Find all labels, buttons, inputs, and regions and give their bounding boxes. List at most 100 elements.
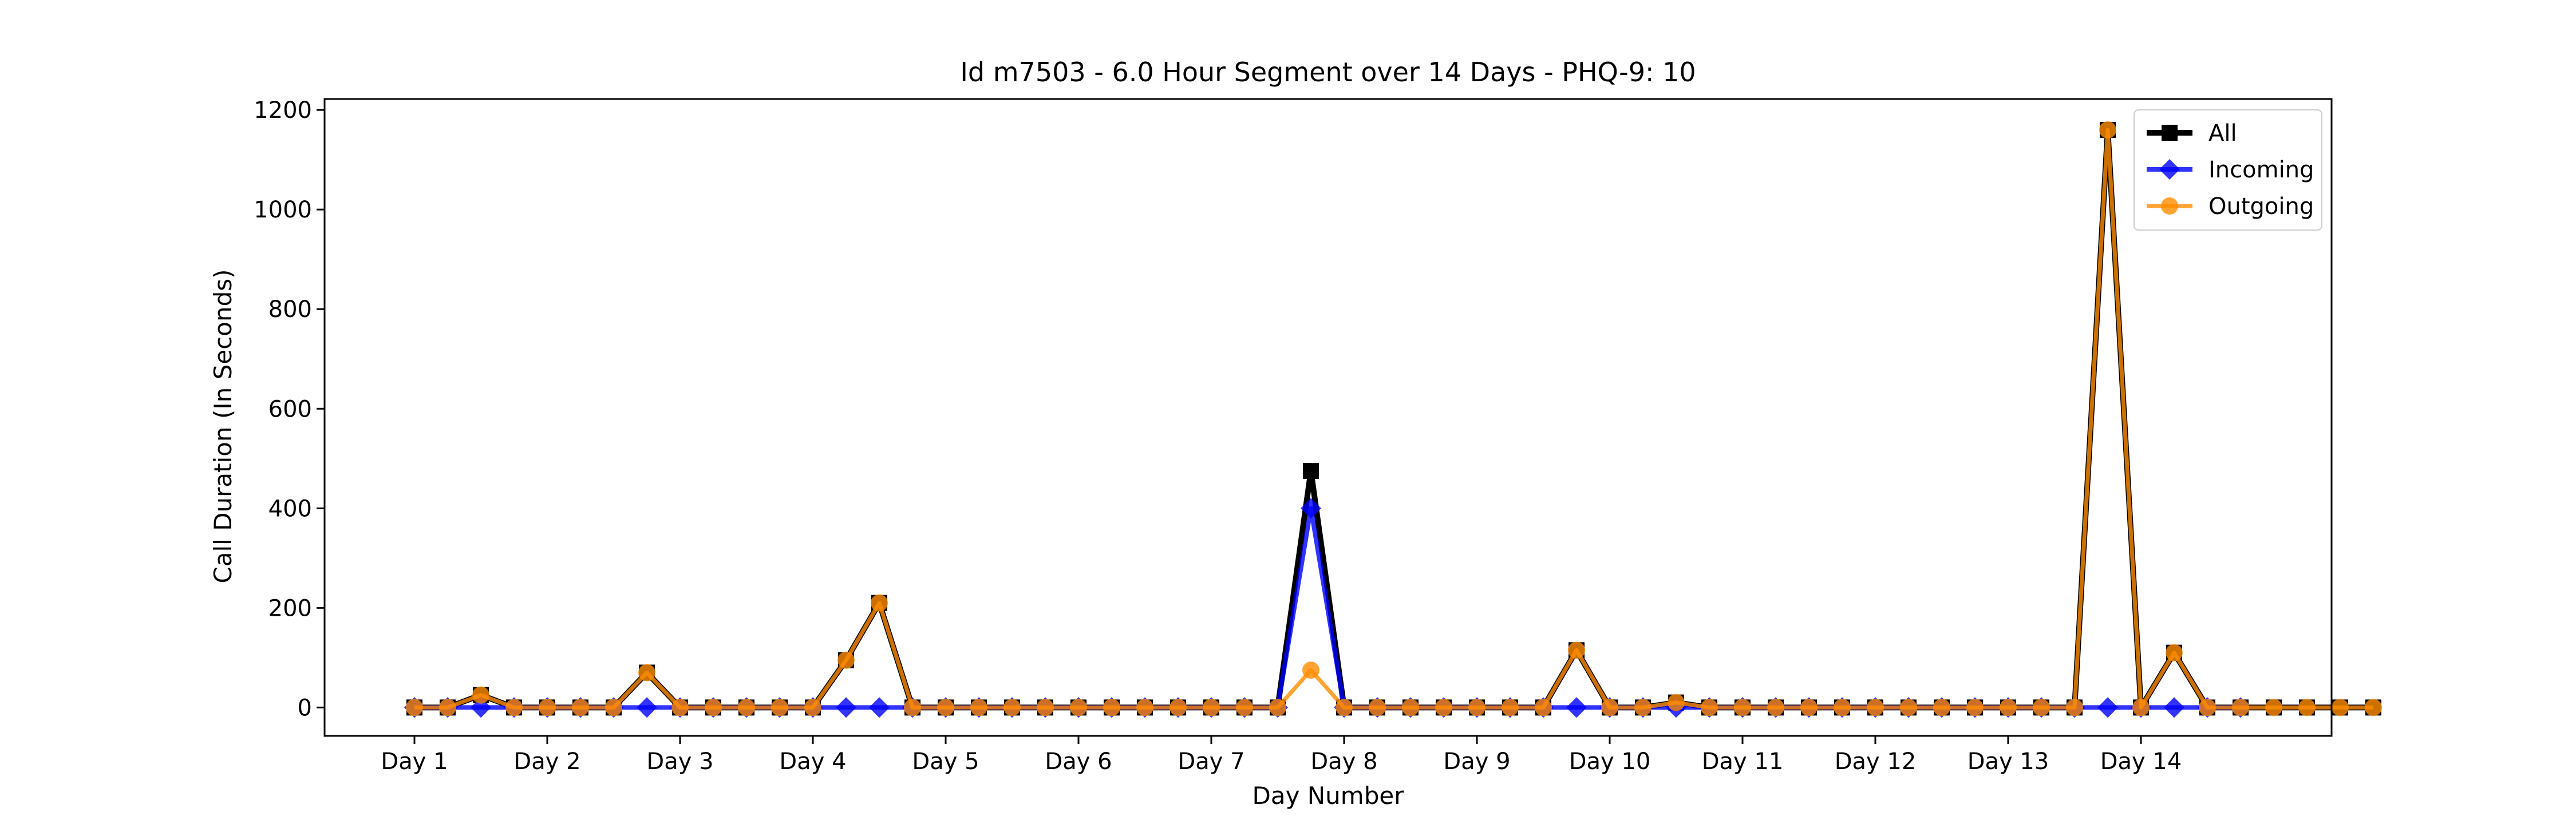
x-tick-label: Day 12 [1835,748,1917,775]
data-point-outgoing [539,699,556,716]
x-tick-label: Day 9 [1443,748,1510,775]
x-tick-label: Day 2 [513,748,580,775]
data-point-outgoing [1734,699,1751,716]
data-point-outgoing [1634,699,1652,716]
data-point-outgoing [406,699,423,716]
data-point-outgoing [472,686,489,704]
x-tick-label: Day 7 [1178,748,1244,775]
data-point-outgoing [605,699,622,716]
data-point-outgoing [1136,699,1153,716]
data-point-outgoing [2033,699,2050,716]
data-point-outgoing [2265,699,2282,716]
legend-marker-all [2162,125,2178,141]
data-point-outgoing [2365,699,2382,716]
y-tick-label: 0 [298,695,312,721]
plot-frame [323,98,2333,737]
x-tick-label: Day 8 [1310,748,1377,775]
x-tick-label: Day 1 [381,748,448,775]
x-axis-label: Day Number [1252,782,1404,810]
data-point-outgoing [2332,699,2349,716]
data-point-outgoing [970,699,987,716]
data-point-outgoing [505,699,523,716]
data-point-outgoing [1701,699,1718,716]
data-point-outgoing [2232,699,2249,716]
data-point-outgoing [904,699,921,716]
data-point-outgoing [2000,699,2017,716]
y-tick-label: 800 [268,296,312,323]
legend-marker-incoming [2159,159,2180,180]
data-point-outgoing [937,699,954,716]
y-tick-label: 1000 [254,197,312,223]
data-point-outgoing [2132,699,2150,716]
data-point-outgoing [1867,699,1884,716]
data-point-incoming [836,697,856,718]
data-point-outgoing [837,651,855,669]
data-point-incoming [1301,498,1321,519]
series-line-incoming [414,506,2241,710]
x-tick-label: Day 14 [2100,748,2182,775]
data-point-outgoing [1203,699,1220,716]
data-point-incoming [2164,697,2184,718]
data-point-outgoing [1435,699,1452,716]
data-point-outgoing [2166,644,2183,661]
data-point-outgoing [2199,699,2216,716]
data-point-outgoing [771,699,788,716]
data-point-outgoing [1601,699,1618,716]
legend-item-all: All [2147,120,2237,146]
data-point-outgoing [1933,699,1950,716]
series-outgoing [406,121,2382,716]
data-point-incoming [471,697,491,718]
data-point-outgoing [671,699,689,716]
data-point-outgoing [1468,699,1485,716]
data-point-outgoing [439,699,456,716]
data-point-outgoing [1236,699,1253,716]
series-line-outgoing [414,128,2373,710]
y-axis-label: Call Duration (In Seconds) [209,269,237,583]
data-point-outgoing [1502,699,1519,716]
data-point-incoming [637,697,657,718]
chart-title: Id m7503 - 6.0 Hour Segment over 14 Days… [960,57,1696,88]
y-tick-label: 600 [268,396,312,422]
x-tick-label: Day 13 [1967,748,2049,775]
legend-label-outgoing: Outgoing [2208,193,2314,220]
data-point-all [1303,463,1319,480]
legend-box [2134,109,2322,231]
data-point-outgoing [1103,699,1120,716]
legend-item-incoming: Incoming [2147,157,2314,183]
data-point-outgoing [1900,699,1917,716]
data-point-outgoing [1767,699,1784,716]
x-tick-label: Day 5 [912,748,979,775]
x-tick-label: Day 10 [1569,748,1651,775]
data-point-incoming [1566,697,1587,718]
data-point-outgoing [705,699,722,716]
x-tick-label: Day 3 [646,748,713,775]
data-point-outgoing [1269,699,1286,716]
data-point-outgoing [1037,699,1054,716]
x-tick-label: Day 11 [1702,748,1784,775]
data-point-incoming [2097,697,2118,718]
legend-marker-outgoing [2161,197,2178,215]
data-point-outgoing [1966,699,1984,716]
data-point-outgoing [1369,699,1386,716]
legend-label-all: All [2208,120,2237,146]
data-point-outgoing [1070,699,1087,716]
data-point-outgoing [638,664,655,682]
data-point-outgoing [2099,121,2116,138]
data-point-outgoing [1170,699,1187,716]
data-point-outgoing [2298,699,2316,716]
data-point-outgoing [1535,699,1552,716]
legend-label-incoming: Incoming [2208,157,2314,183]
data-point-outgoing [804,699,821,716]
series-all [406,121,2381,716]
data-point-outgoing [871,594,888,612]
data-point-outgoing [738,699,755,716]
x-tick-label: Day 4 [779,748,846,775]
y-tick-label: 400 [268,496,312,522]
data-point-outgoing [1336,699,1353,716]
y-tick-label: 200 [268,595,312,621]
data-point-outgoing [1800,699,1818,716]
data-point-outgoing [2066,699,2083,716]
data-point-outgoing [1402,699,1419,716]
data-point-outgoing [1668,694,1685,711]
